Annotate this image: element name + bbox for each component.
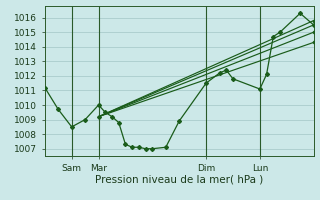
X-axis label: Pression niveau de la mer( hPa ): Pression niveau de la mer( hPa ) <box>95 174 263 184</box>
